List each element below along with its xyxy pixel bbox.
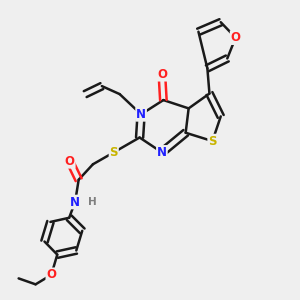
Text: O: O	[46, 268, 56, 281]
Text: O: O	[231, 31, 241, 44]
Text: N: N	[136, 108, 146, 121]
Text: O: O	[65, 155, 75, 168]
Text: H: H	[88, 197, 96, 207]
Text: N: N	[157, 146, 167, 159]
Text: S: S	[110, 146, 118, 159]
Text: N: N	[70, 196, 80, 208]
Text: S: S	[208, 135, 217, 148]
Text: O: O	[157, 68, 167, 81]
